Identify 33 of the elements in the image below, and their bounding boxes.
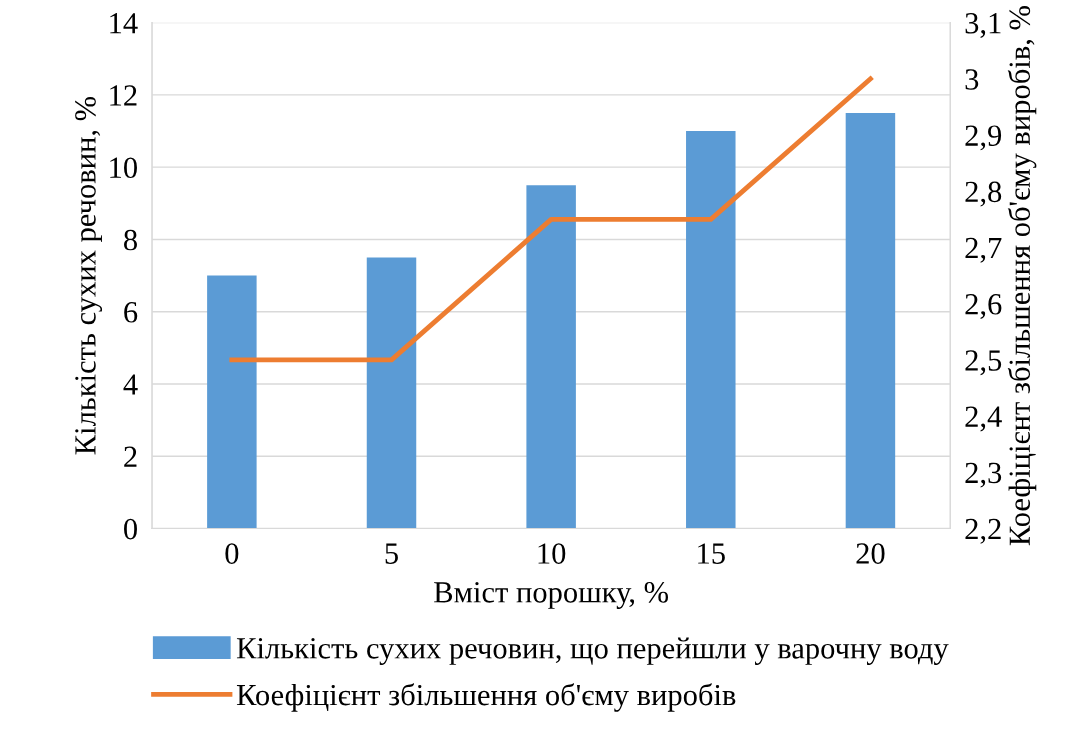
y-axis-title: Кількість сухих речовин, % — [75, 96, 103, 455]
y-tick-label: 12 — [110, 85, 137, 106]
y2-tick-label: 2,4 — [965, 406, 1002, 432]
y2-axis-title: Коефіцієнт збільшення об'єму виробів, % — [1007, 6, 1037, 546]
x-tick-label: 15 — [698, 543, 725, 564]
y2-tick-label: 2,8 — [965, 181, 1002, 207]
y-tick-label: 4 — [123, 374, 138, 395]
x-tick-label: 5 — [385, 543, 398, 564]
y2-tick-label: 2,9 — [965, 125, 1002, 151]
legend-label: Коефіцієнт збільшення об'єму виробів — [236, 683, 736, 712]
y2-tick-label: 2,2 — [965, 518, 1001, 544]
y-tick-label: 0 — [124, 518, 137, 540]
y2-tick-label: 3 — [965, 69, 979, 90]
bar — [526, 185, 576, 529]
bar — [686, 131, 736, 529]
bar — [845, 112, 896, 529]
x-axis-title: Вміст порошку, % — [434, 582, 669, 609]
y-tick-label: 2 — [124, 446, 137, 467]
y2-tick-label: 2,5 — [965, 350, 1002, 376]
y-tick-label: 8 — [124, 229, 137, 251]
x-tick-label: 0 — [225, 543, 239, 564]
y2-tick-label: 2,6 — [965, 294, 1002, 319]
y-tick-label: 14 — [110, 13, 138, 34]
x-tick-label: 10 — [538, 543, 566, 564]
y2-tick-label: 2,7 — [965, 237, 1002, 263]
x-tick-label: 20 — [856, 543, 885, 564]
y2-tick-label: 3,1 — [965, 13, 1001, 38]
y-tick-label: 10 — [110, 157, 137, 179]
legend-label: Кількість сухих речовин, що перейшли у варочну воду — [236, 637, 949, 665]
bar — [207, 275, 257, 529]
y2-tick-label: 2,3 — [965, 462, 1002, 488]
y-tick-label: 6 — [124, 302, 138, 323]
bar — [366, 257, 417, 529]
